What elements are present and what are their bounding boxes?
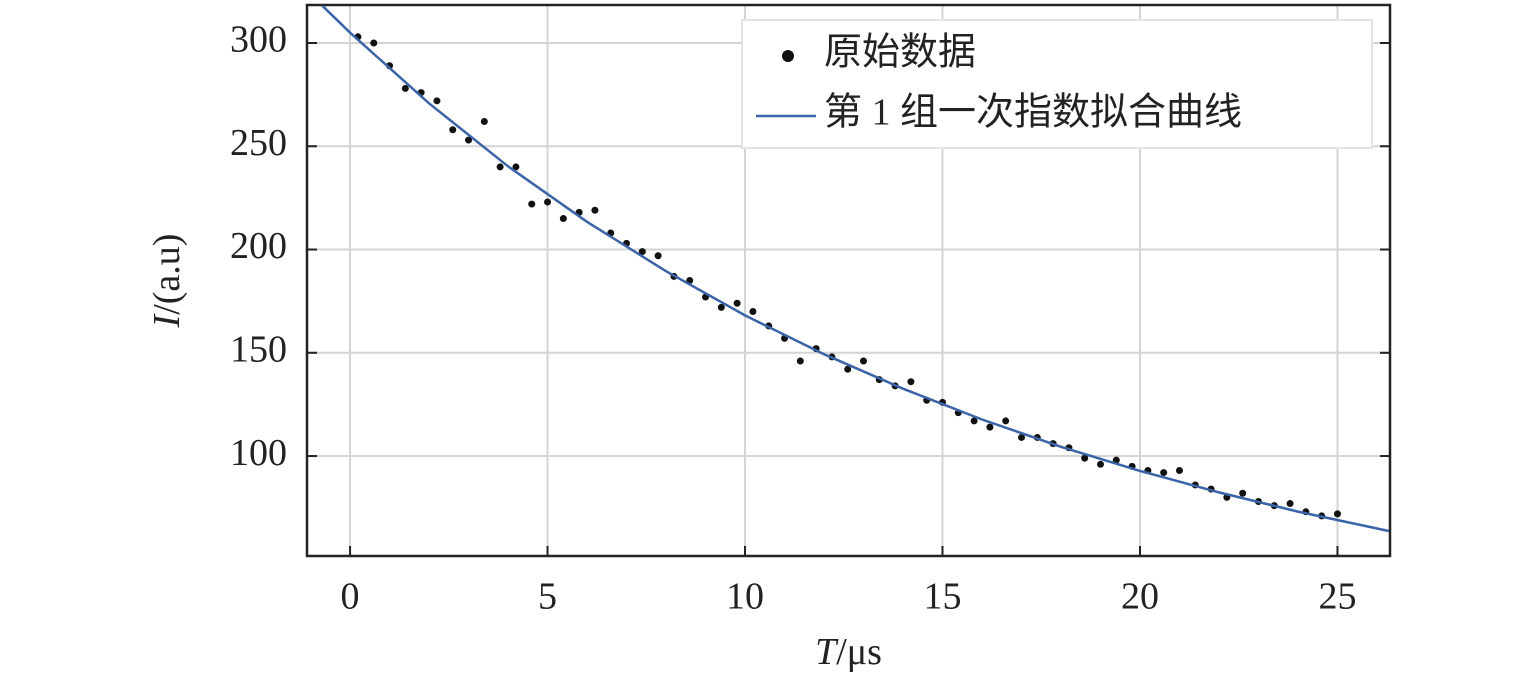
x-tick-label: 5	[538, 576, 557, 618]
data-point	[638, 248, 646, 256]
data-point	[1081, 454, 1089, 462]
data-point	[1286, 500, 1294, 508]
legend-box	[741, 19, 1373, 149]
plot-area	[321, 5, 1390, 533]
data-point	[591, 206, 599, 214]
data-point	[512, 163, 520, 171]
data-point	[528, 200, 536, 208]
data-point	[749, 307, 757, 315]
data-point	[717, 303, 725, 311]
y-tick-label: 150	[230, 329, 287, 371]
x-tick-label: 10	[726, 576, 764, 618]
y-tick-label: 300	[230, 19, 287, 61]
data-point	[654, 252, 662, 260]
data-point	[496, 163, 504, 171]
data-point	[1017, 433, 1025, 441]
data-point	[544, 198, 552, 206]
data-point	[480, 117, 488, 125]
x-tick-label: 15	[924, 576, 962, 618]
data-point	[1239, 489, 1247, 497]
legend-label: 原始数据	[824, 32, 976, 74]
data-point	[433, 97, 441, 105]
data-point	[465, 136, 473, 144]
data-point	[860, 357, 868, 365]
data-point	[1002, 417, 1010, 425]
fit-line	[321, 5, 1390, 533]
data-point	[449, 126, 457, 134]
x-axis-label: T/μs	[815, 631, 882, 673]
data-point	[796, 357, 804, 365]
legend-marker	[782, 50, 794, 62]
y-tick-label: 100	[230, 432, 287, 474]
x-tick-label: 20	[1121, 576, 1159, 618]
legend-label: 第 1 组一次指数拟合曲线	[824, 92, 1242, 134]
data-point	[844, 365, 852, 373]
y-tick-label: 200	[230, 225, 287, 267]
data-point	[1160, 469, 1168, 477]
x-tick-label: 0	[341, 576, 360, 618]
data-point	[559, 215, 567, 223]
data-point	[1096, 460, 1104, 468]
y-axis-label: I/(a.u)	[146, 234, 188, 329]
data-point	[1175, 467, 1183, 474]
data-point	[986, 423, 994, 431]
data-point	[907, 378, 915, 386]
data-point	[970, 417, 978, 425]
x-tick-label: 25	[1318, 576, 1356, 618]
data-point	[733, 299, 741, 307]
y-tick-label: 250	[230, 122, 287, 164]
data-point	[370, 39, 378, 47]
plot-frame	[305, 3, 1392, 558]
data-point	[401, 84, 409, 92]
data-point	[1333, 510, 1341, 518]
